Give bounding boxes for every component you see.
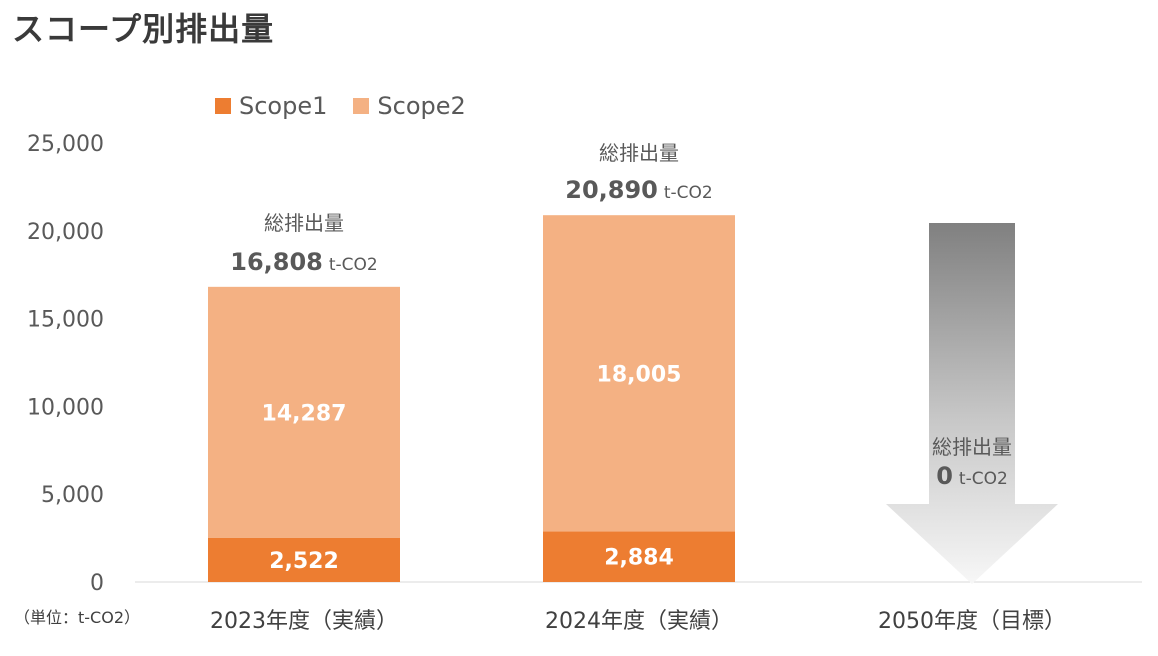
total-label: 総排出量 [932, 435, 1012, 459]
x-tick-label: 2050年度（目標） [878, 609, 1066, 634]
x-tick-label: 2023年度（実績） [210, 609, 398, 634]
y-tick-label: 10,000 [27, 395, 104, 420]
y-tick-label: 25,000 [27, 132, 104, 157]
data-label: 2,522 [269, 549, 339, 574]
legend-item-scope2: Scope2 [353, 92, 466, 120]
total-label: 総排出量 [599, 141, 679, 165]
y-tick-label: 15,000 [27, 308, 104, 333]
total-value: 0 t-CO2 [936, 462, 1008, 490]
data-label: 2,884 [604, 546, 674, 571]
y-tick-label: 5,000 [41, 483, 104, 508]
legend-item-scope1: Scope1 [215, 92, 327, 120]
y-tick-label: 0 [90, 571, 104, 596]
target-down-arrow [886, 223, 1058, 584]
legend: Scope1 Scope2 [215, 92, 492, 120]
total-value: 20,890 t-CO2 [565, 176, 713, 204]
bar-scope1 [208, 537, 400, 582]
legend-label-scope1: Scope1 [239, 92, 328, 120]
data-label: 18,005 [597, 362, 682, 387]
legend-label-scope2: Scope2 [377, 92, 466, 120]
total-value: 16,808 t-CO2 [230, 248, 378, 276]
x-tick-label: 2024年度（実績） [545, 609, 733, 634]
bar-scope1 [543, 531, 735, 582]
y-tick-label: 20,000 [27, 220, 104, 245]
legend-swatch-scope1 [215, 98, 231, 114]
chart-title: スコープ別排出量 [12, 10, 275, 48]
data-label: 14,287 [262, 401, 347, 426]
legend-swatch-scope2 [353, 98, 370, 114]
unit-label: （単位：t-CO2） [14, 608, 140, 627]
bar-scope2 [208, 286, 400, 538]
bar-scope2 [543, 215, 735, 532]
total-label: 総排出量 [264, 211, 344, 235]
